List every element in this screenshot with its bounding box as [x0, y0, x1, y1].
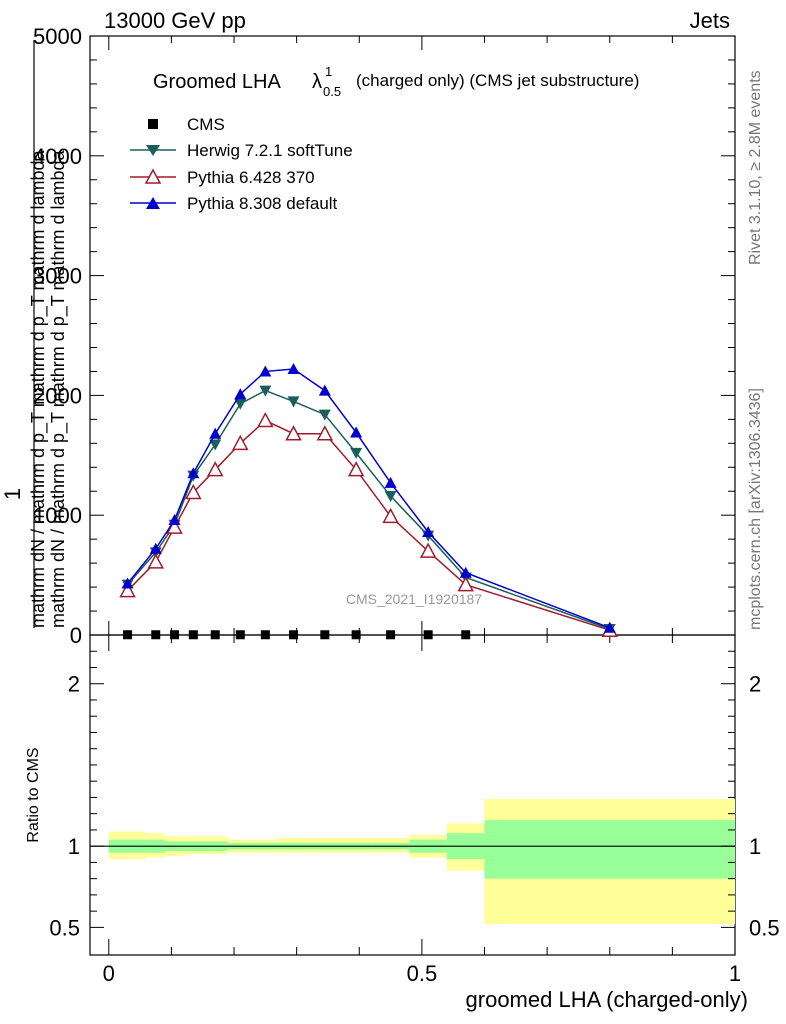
- ratio-y-tick-label-right: 1: [749, 834, 761, 859]
- cms-data-point: [461, 630, 471, 640]
- pythia8-data-point: [121, 577, 134, 589]
- cms-data-point: [123, 630, 133, 640]
- cms-data-point: [320, 630, 330, 640]
- pythia8-data-point: [603, 621, 616, 633]
- pythia6-data-point: [232, 434, 249, 451]
- ratio-y-tick-label-right: 2: [749, 672, 761, 697]
- series-line-3: [126, 368, 611, 629]
- legend-label-pythia8: Pythia 8.308 default: [187, 194, 338, 213]
- main-y-tick-label: 4000: [33, 144, 82, 169]
- title-rest: (charged only) (CMS jet substructure): [356, 71, 639, 90]
- herwig-data-point: [350, 447, 363, 459]
- cms-data-point: [188, 630, 198, 640]
- herwig-data-point: [287, 396, 300, 408]
- ratio-y-tick-label-left: 2: [68, 672, 80, 697]
- cms-data-point: [170, 630, 180, 640]
- main-ylabel: 1 mathrm dN / mathrm d p_T mathrm d p_T …: [0, 40, 69, 628]
- pythia6-data-point: [185, 483, 202, 500]
- title-sup: 1: [325, 64, 332, 79]
- pythia6-data-point: [457, 576, 474, 592]
- pythia8-data-point: [149, 542, 162, 554]
- legend-marker-herwig: [146, 145, 160, 156]
- pythia8-data-point: [318, 384, 331, 396]
- ratio-bands: [90, 799, 735, 925]
- pythia6-data-point: [206, 461, 224, 477]
- legend-label-cms: CMS: [187, 115, 225, 134]
- cms-data-point: [289, 630, 299, 640]
- ratio-panel-frame: [89, 634, 736, 956]
- legend-marker-cms: [148, 119, 158, 129]
- herwig-data-point: [259, 385, 272, 397]
- main-y-tick-label: 3000: [33, 264, 82, 289]
- ratio-xlabel: groomed LHA (charged-only): [466, 987, 748, 1012]
- pythia6-data-point: [316, 425, 334, 441]
- pythia6-data-point: [257, 411, 274, 428]
- title-sub: 0.5: [323, 84, 341, 99]
- cms-data-point: [151, 630, 161, 640]
- cms-data-point: [235, 630, 245, 640]
- chart-title: Groomed LHA λ 1 0.5 (charged only) (CMS …: [153, 64, 639, 99]
- main-y-tick-label: 0: [70, 623, 82, 648]
- title-main: Groomed LHA: [153, 71, 281, 93]
- pythia8-data-point: [287, 363, 300, 375]
- pythia6-data-point: [285, 425, 302, 441]
- main-ylabel-top: 1: [0, 488, 25, 500]
- main-y-tick-label: 2000: [33, 383, 82, 408]
- cms-data-point: [260, 630, 270, 640]
- pythia8-data-point: [187, 467, 200, 479]
- pythia6-data-point: [147, 553, 165, 569]
- legend-marker-pythia8: [146, 197, 160, 209]
- series-layer: [119, 363, 619, 640]
- pythia6-data-point: [419, 542, 437, 558]
- main-y-ticks: 0 1000 2000 3000 4000 5000: [33, 24, 736, 648]
- legend-marker-pythia6: [144, 168, 162, 184]
- rivet-label: Rivet 3.1.10, ≥ 2.8M events: [747, 70, 764, 265]
- ratio-y-tick-label-left: 1: [68, 834, 80, 859]
- analysis-watermark: CMS_2021_I1920187: [346, 591, 482, 607]
- main-ylabel-bottom: mathrm dN / mathrm d p_T mathrm d p_T ma…: [48, 150, 69, 628]
- pythia8-data-point: [234, 388, 247, 400]
- energy-label: 13000 GeV pp: [104, 8, 246, 33]
- pythia8-data-point: [259, 365, 272, 377]
- ratio-ticks: 0.5 0.5 1 1 2 2 0 0.5 1: [49, 635, 780, 986]
- cms-data-point: [210, 630, 220, 640]
- herwig-data-point: [234, 398, 247, 410]
- pythia8-data-point: [350, 426, 363, 438]
- ratio-x-tick-label: 0.5: [407, 961, 438, 986]
- series-line-1: [127, 389, 611, 630]
- ratio-y-tick-label-left: 0.5: [49, 915, 80, 940]
- herwig-data-point: [318, 409, 331, 421]
- pythia6-data-point: [347, 461, 365, 477]
- pythia8-data-point: [209, 427, 222, 439]
- mcplots-label: mcplots.cern.ch [arXiv:1306.3436]: [747, 388, 764, 630]
- main-y-tick-label: 1000: [33, 503, 82, 528]
- ratio-ylabel: Ratio to CMS: [25, 747, 42, 842]
- pythia8-data-point: [459, 566, 472, 578]
- cms-data-point: [386, 630, 396, 640]
- herwig-data-point: [384, 491, 397, 503]
- cms-data-point: [423, 630, 433, 640]
- main-y-tick-label: 5000: [33, 24, 82, 49]
- pythia8-data-point: [168, 513, 181, 525]
- legend-label-herwig: Herwig 7.2.1 softTune: [187, 141, 353, 160]
- ratio-x-tick-label: 1: [729, 961, 741, 986]
- stat-band-bin: [484, 820, 735, 879]
- title-symbol: λ: [312, 71, 322, 93]
- legend: CMS Herwig 7.2.1 softTune Pythia 6.428 3…: [130, 115, 353, 213]
- pythia8-data-point: [384, 476, 397, 488]
- pythia8-data-point: [422, 525, 435, 537]
- ratio-x-tick-label: 0: [103, 961, 115, 986]
- herwig-data-point: [209, 439, 222, 451]
- legend-label-pythia6: Pythia 6.428 370: [187, 168, 315, 187]
- category-label: Jets: [690, 8, 730, 33]
- main-ylabel-mid: mathrm dN / mathrm d p_T mathrm d p_T ma…: [28, 150, 49, 628]
- ratio-y-tick-label-right: 0.5: [749, 915, 780, 940]
- pythia6-data-point: [119, 582, 136, 598]
- pythia6-data-point: [382, 507, 399, 524]
- cms-data-point: [351, 630, 361, 640]
